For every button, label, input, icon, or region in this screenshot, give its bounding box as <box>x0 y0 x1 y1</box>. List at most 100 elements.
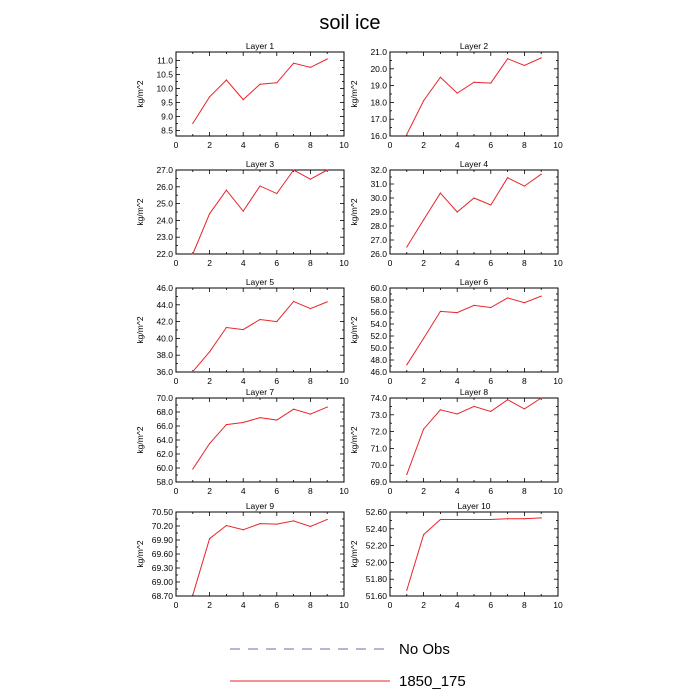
data-point <box>423 428 425 430</box>
y-tick-label: 23.0 <box>156 232 173 242</box>
x-tick-label: 8 <box>522 376 527 386</box>
panel-layer-1: Layer 1 0 2 4 6 8 10 8.5 9.0 9.5 10.0 10.5 11.0 kg/m^… <box>135 41 349 150</box>
y-tick-label: 51.60 <box>366 591 388 601</box>
series-line <box>192 300 328 372</box>
y-tick-label: 52.0 <box>370 331 387 341</box>
y-tick-label: 51.80 <box>366 574 388 584</box>
y-tick-label: 72.0 <box>370 427 387 437</box>
y-tick-label: 26.0 <box>156 182 173 192</box>
x-tick-label: 6 <box>488 140 493 150</box>
x-tick-label: 6 <box>274 376 279 386</box>
plot-frame <box>389 51 559 137</box>
x-tick-label: 4 <box>455 600 460 610</box>
plot-frame <box>389 511 559 597</box>
data-point <box>456 518 458 521</box>
data-point <box>192 370 194 373</box>
data-point <box>242 99 244 101</box>
plot-frame <box>389 287 559 373</box>
data-point <box>276 419 278 421</box>
data-point <box>406 246 408 248</box>
x-tick-label: 2 <box>207 258 212 268</box>
panel-layer-2: Layer 2 0 2 4 6 8 10 16.0 17.0 18.0 19.0 20.0 21.0 kg… <box>349 41 563 150</box>
x-tick-label: 4 <box>241 600 246 610</box>
data-point <box>192 468 194 470</box>
y-tick-label: 69.30 <box>152 563 174 573</box>
y-tick-label: 46.0 <box>156 283 173 293</box>
x-tick-label: 8 <box>308 600 313 610</box>
x-tick-label: 10 <box>339 376 349 386</box>
data-point <box>456 413 458 415</box>
data-point <box>473 81 475 83</box>
y-tick-label: 52.40 <box>366 524 388 534</box>
y-tick-label: 31.0 <box>370 179 387 189</box>
data-point <box>507 177 509 179</box>
plot-frame <box>175 511 345 597</box>
x-tick-label: 2 <box>421 600 426 610</box>
y-axis-label: kg/m^2 <box>349 426 359 453</box>
x-tick-label: 8 <box>308 140 313 150</box>
data-point <box>276 321 278 323</box>
y-tick-label: 11.0 <box>157 55 173 65</box>
y-tick-label: 58.0 <box>370 295 387 305</box>
data-point <box>439 409 441 411</box>
x-tick-label: 10 <box>339 600 349 610</box>
y-tick-label: 56.0 <box>370 307 387 317</box>
data-point <box>490 518 492 521</box>
plot-frame <box>175 287 345 373</box>
data-point <box>309 178 311 180</box>
x-tick-label: 2 <box>207 376 212 386</box>
y-axis-label: kg/m^2 <box>135 198 145 225</box>
x-tick-label: 6 <box>274 486 279 496</box>
x-tick-label: 0 <box>174 376 179 386</box>
x-tick-label: 6 <box>274 600 279 610</box>
y-tick-label: 66.0 <box>156 421 173 431</box>
x-tick-label: 0 <box>388 600 393 610</box>
data-point <box>242 210 244 212</box>
data-point <box>540 295 542 297</box>
x-tick-label: 8 <box>522 486 527 496</box>
data-point <box>242 529 244 531</box>
data-point <box>507 58 509 60</box>
data-point <box>540 57 542 59</box>
y-tick-label: 46.0 <box>370 367 387 377</box>
y-tick-label: 27.0 <box>156 165 173 175</box>
data-point <box>209 213 211 215</box>
y-tick-label: 28.0 <box>370 221 387 231</box>
x-tick-label: 8 <box>522 140 527 150</box>
x-tick-label: 2 <box>207 600 212 610</box>
data-point <box>192 122 194 124</box>
y-tick-label: 70.20 <box>152 521 174 531</box>
y-tick-label: 10.0 <box>156 83 173 93</box>
data-point <box>523 64 526 67</box>
panel-layer-9: Layer 9 0 2 4 6 8 10 68.70 69.00 69.30 69.60 69.90 7… <box>135 501 349 610</box>
data-point <box>192 594 194 596</box>
series-line <box>192 519 328 596</box>
data-point <box>490 82 492 84</box>
x-tick-label: 8 <box>308 486 313 496</box>
data-point <box>490 306 492 309</box>
x-tick-label: 6 <box>488 376 493 386</box>
y-axis-label: kg/m^2 <box>135 80 145 107</box>
y-tick-label: 16.0 <box>370 131 387 141</box>
y-tick-label: 42.0 <box>156 317 173 327</box>
x-tick-label: 2 <box>421 486 426 496</box>
panel-title: Layer 7 <box>246 387 275 397</box>
data-point <box>423 100 425 102</box>
x-tick-label: 0 <box>174 140 179 150</box>
data-point <box>192 253 194 255</box>
y-tick-label: 58.0 <box>156 477 173 487</box>
series-line <box>406 517 542 591</box>
series-line <box>192 169 328 255</box>
figure-title: soil ice <box>319 12 380 34</box>
x-tick-label: 0 <box>174 600 179 610</box>
data-point <box>473 197 475 199</box>
data-point <box>439 310 441 312</box>
data-point <box>225 326 227 329</box>
y-tick-label: 52.00 <box>366 557 388 567</box>
data-point <box>225 189 227 191</box>
y-tick-label: 32.0 <box>370 165 387 175</box>
data-point <box>507 399 509 401</box>
panel-layer-7: Layer 7 0 2 4 6 8 10 58.0 60.0 62.0 64.0 66.0 68.0 70… <box>135 387 349 496</box>
data-point <box>225 524 227 527</box>
legend-label-no-obs: No Obs <box>399 641 450 658</box>
